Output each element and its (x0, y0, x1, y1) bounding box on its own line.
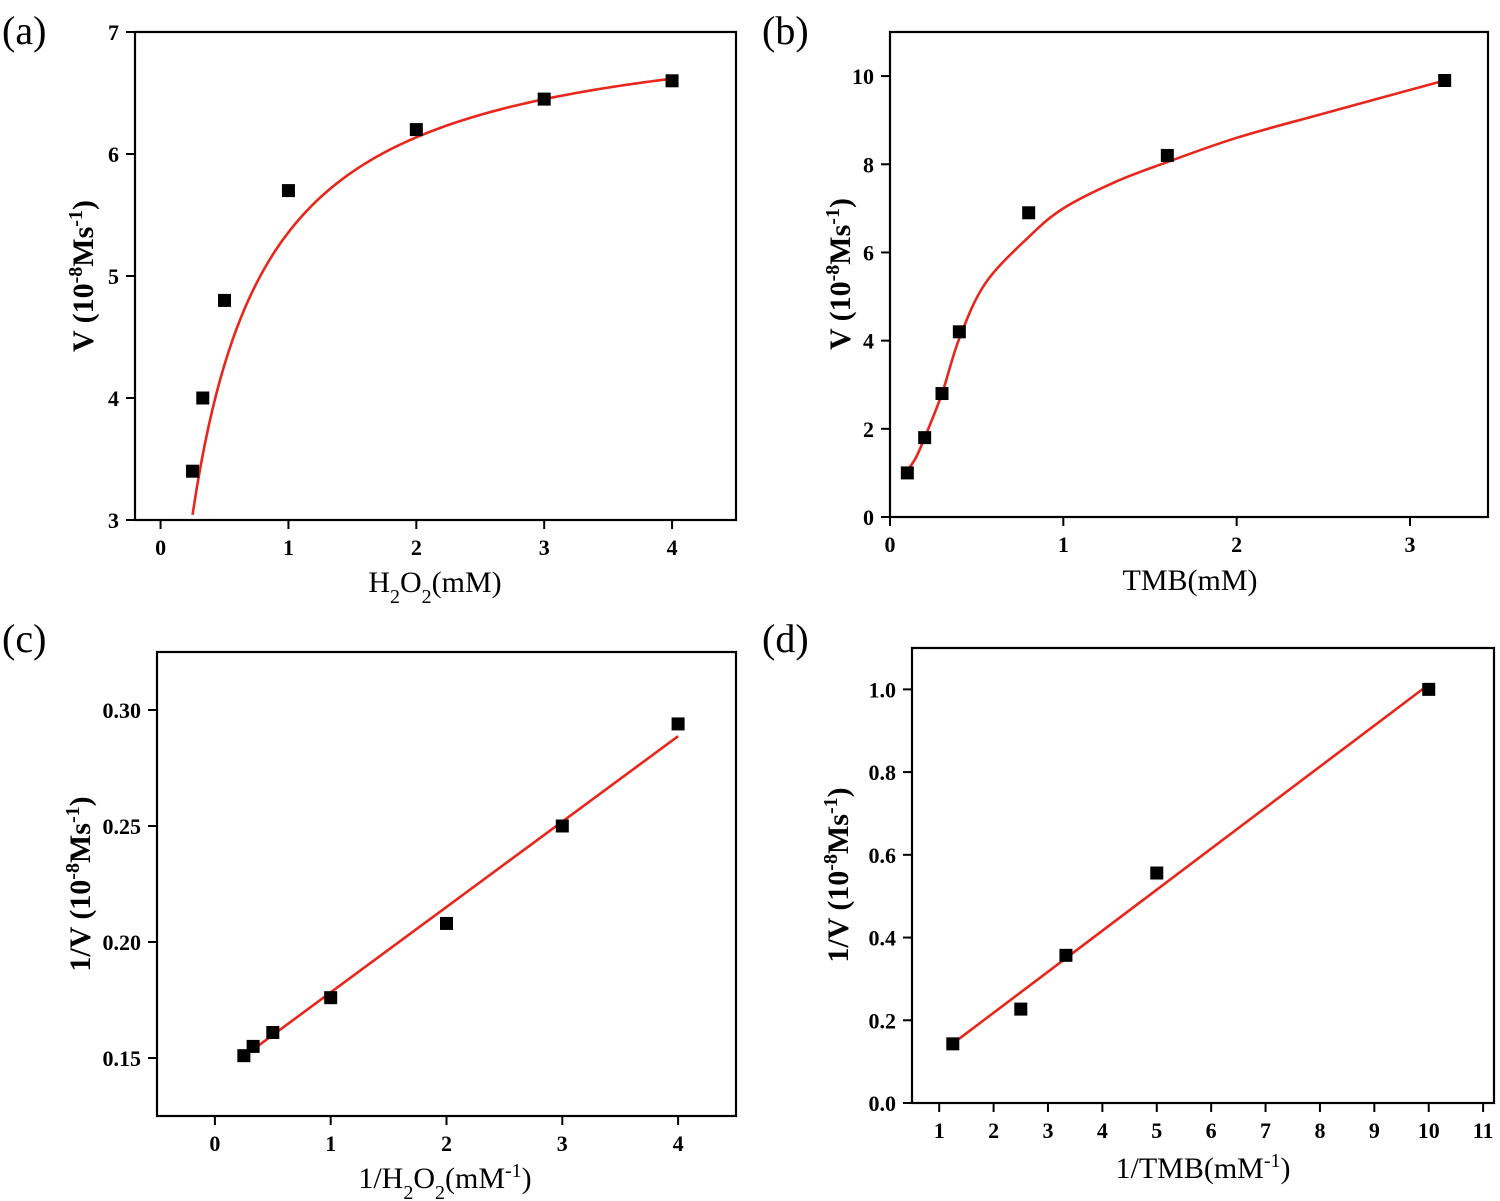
panel-a-x-tick-label: 1 (283, 535, 294, 560)
panel-c-x-tick-label: 1 (325, 1131, 336, 1156)
panel-d-fit-curve (952, 683, 1430, 1045)
panel-d-data-point (1422, 682, 1436, 696)
panel-c-data-point (440, 916, 453, 930)
panel-d-x-tick-label: 1 (934, 1118, 945, 1143)
panel-d-y-tick-label: 1.0 (869, 677, 897, 702)
panel-c-x-tick-label: 0 (209, 1131, 220, 1156)
panel-a-data-point (196, 391, 210, 405)
panel-a-data-point (537, 92, 551, 106)
panel-d-data-point (946, 1037, 960, 1051)
panel-c-data-point (671, 717, 685, 731)
panel-a-y-axis-title: V (10-8Ms-1) (65, 200, 100, 352)
panel-c-fit-curve (243, 735, 679, 1058)
panel-d-frame (910, 646, 1496, 1105)
panel-d-x-tick-label: 3 (1042, 1118, 1053, 1143)
panel-c-data-point (324, 991, 338, 1005)
panel-b-x-tick-label: 2 (1231, 532, 1242, 557)
panel-a-x-tick-label: 4 (667, 535, 678, 560)
panel-c-data-point (555, 819, 569, 833)
panel-a-frame (133, 30, 738, 522)
panel-a-x-tick-label: 3 (539, 535, 550, 560)
panel-b-label: (b) (762, 8, 809, 53)
panel-a-y-tick-label: 6 (108, 142, 119, 167)
panel-d-x-tick-label: 7 (1260, 1118, 1271, 1143)
panel-b-data-point (918, 431, 932, 445)
panel-b-data-point (900, 466, 914, 480)
panel-c-y-axis-title: 1/V (10-8Ms-1) (62, 796, 97, 971)
panel-b-x-tick-label: 1 (1058, 532, 1069, 557)
panel-b-data-point (952, 325, 966, 339)
panel-d-data-point (1014, 1002, 1028, 1016)
panel-c-y-tick-label: 0.25 (103, 814, 142, 839)
panel-c-x-tick-label: 2 (441, 1131, 452, 1156)
panel-b-frame (888, 30, 1490, 519)
panel-b-y-tick-label: 10 (852, 64, 874, 89)
panel-d-x-axis-title: 1/TMB(mM-1) (1115, 1150, 1290, 1185)
panel-b-x-tick-label: 0 (885, 532, 896, 557)
panel-c-y-tick-label: 0.20 (103, 930, 142, 955)
panel-a-data-point (281, 184, 295, 198)
panel-b-data-point (935, 387, 949, 401)
panel-b-data-point (1022, 206, 1036, 220)
panel-d-x-tick-label: 6 (1206, 1118, 1217, 1143)
panel-b-y-tick-label: 4 (863, 329, 874, 354)
panel-a-x-tick-label: 0 (155, 535, 166, 560)
panel-d-data-point (1059, 948, 1073, 962)
panel-a-x-tick-label: 2 (411, 535, 422, 560)
panel-b-y-tick-label: 8 (863, 152, 874, 177)
panel-c-x-tick-label: 3 (557, 1131, 568, 1156)
panel-b-fit-curve (906, 79, 1446, 472)
panel-c-data-point (246, 1039, 260, 1053)
panel-d-y-tick-label: 0.2 (869, 1008, 897, 1033)
panel-b-data-point (1160, 148, 1174, 162)
panel-d-y-tick-label: 0.4 (869, 926, 897, 951)
panel-b-y-tick-label: 6 (863, 240, 874, 265)
panel-a-data-point (186, 464, 200, 478)
panel-d-x-tick-label: 10 (1418, 1118, 1440, 1143)
panel-a-data-point (218, 293, 232, 307)
panel-a-y-tick-label: 4 (108, 386, 119, 411)
panel-d-x-tick-label: 11 (1473, 1118, 1494, 1143)
panel-a-fit-curve (191, 77, 673, 516)
panel-d-y-tick-label: 0.0 (869, 1091, 897, 1116)
panel-c-y-tick-label: 0.15 (103, 1046, 142, 1071)
panel-a-data-point (665, 74, 679, 88)
panel-c-x-axis-title: 1/H2O2(mM-1) (358, 1160, 531, 1201)
panel-a-label: (a) (2, 8, 46, 53)
panel-c-frame (155, 650, 738, 1118)
panel-c-y-tick-label: 0.30 (103, 698, 142, 723)
panel-d-x-tick-label: 4 (1097, 1118, 1108, 1143)
panel-b: (b) TMB(mM) V (10-8Ms-1) 0 1 2 3 0 2 4 6 8 10 (762, 8, 1490, 597)
panel-c-x-tick-label: 4 (673, 1131, 684, 1156)
panel-b-x-axis-title: TMB(mM) (1123, 564, 1258, 597)
panel-c-data-point (266, 1025, 280, 1039)
panel-d: (d) 1/TMB(mM-1) 1/V (10-8Ms-1) 1 2 3 4 5 6 7 8 9… (762, 616, 1496, 1185)
panel-b-y-tick-label: 0 (863, 505, 874, 530)
panel-a-x-axis-title: H2O2(mM) (368, 566, 501, 608)
panel-d-data-point (1150, 866, 1164, 880)
panel-d-x-tick-label: 5 (1151, 1118, 1162, 1143)
panel-b-y-tick-label: 2 (863, 417, 874, 442)
panel-b-y-axis-title: V (10-8Ms-1) (822, 198, 857, 350)
panel-c: (c) 1/H2O2(mM-1) 1/V (10-8Ms-1) 0 1 2 3 4 0.1… (2, 616, 738, 1201)
panel-d-label: (d) (762, 616, 809, 661)
panel-d-y-tick-label: 0.8 (869, 760, 897, 785)
panel-b-x-tick-label: 3 (1405, 532, 1416, 557)
panel-d-y-tick-label: 0.6 (869, 843, 897, 868)
panel-a-y-tick-label: 5 (108, 264, 119, 289)
panel-d-y-axis-title: 1/V (10-8Ms-1) (820, 787, 855, 962)
panel-b-data-point (1438, 74, 1452, 87)
panel-d-x-tick-label: 8 (1314, 1118, 1325, 1143)
panel-d-x-tick-label: 2 (988, 1118, 999, 1143)
panel-d-x-tick-label: 9 (1369, 1118, 1380, 1143)
panel-c-label: (c) (2, 616, 46, 661)
panel-a-data-point (409, 123, 423, 137)
panel-a-y-tick-label: 7 (108, 20, 119, 45)
panel-a: (a) H2O2(mM) V (10-8Ms-1) 0 1 2 3 4 3 4 5 6 7 (2, 8, 738, 608)
panel-a-y-tick-label: 3 (108, 508, 119, 533)
